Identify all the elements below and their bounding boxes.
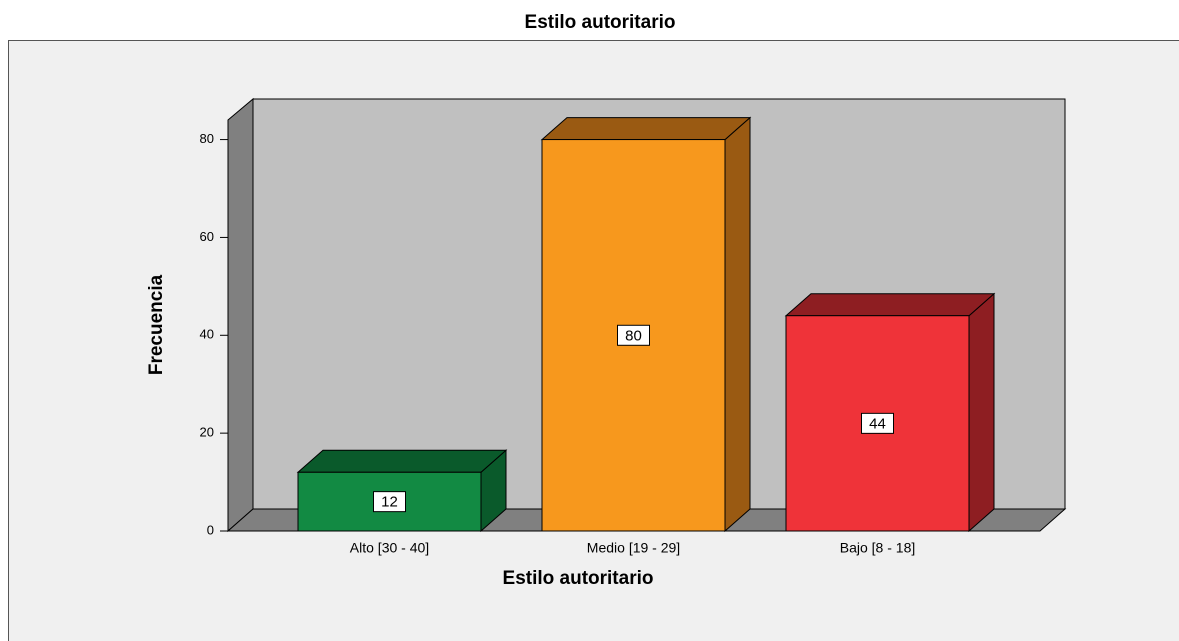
value-label: 80 [625,327,642,344]
y-tick-label: 80 [200,131,214,146]
y-tick-label: 20 [200,425,214,440]
bar-top [540,117,752,141]
y-tick-label: 60 [200,229,214,244]
x-tick-label: Medio [19 - 29] [587,540,680,556]
y-tick-label: 0 [207,522,214,537]
value-label-box [617,324,650,346]
x-axis-label: Estilo autoritario [503,568,654,589]
value-label: 44 [869,415,886,432]
y-tick-label: 40 [200,327,214,342]
bar-top [296,449,508,473]
bar-top [784,293,996,317]
x-tick-label: Alto [30 - 40] [350,540,429,556]
y-axis-label: Frecuencia [146,274,167,375]
value-label-box [861,412,894,434]
value-label: 12 [381,494,398,511]
left-wall [227,97,254,533]
bar-side [724,116,751,533]
bar-side [968,292,995,533]
value-label-box [373,491,406,513]
chart-title: Estilo autoritario [525,12,676,33]
x-tick-label: Bajo [8 - 18] [840,540,916,556]
